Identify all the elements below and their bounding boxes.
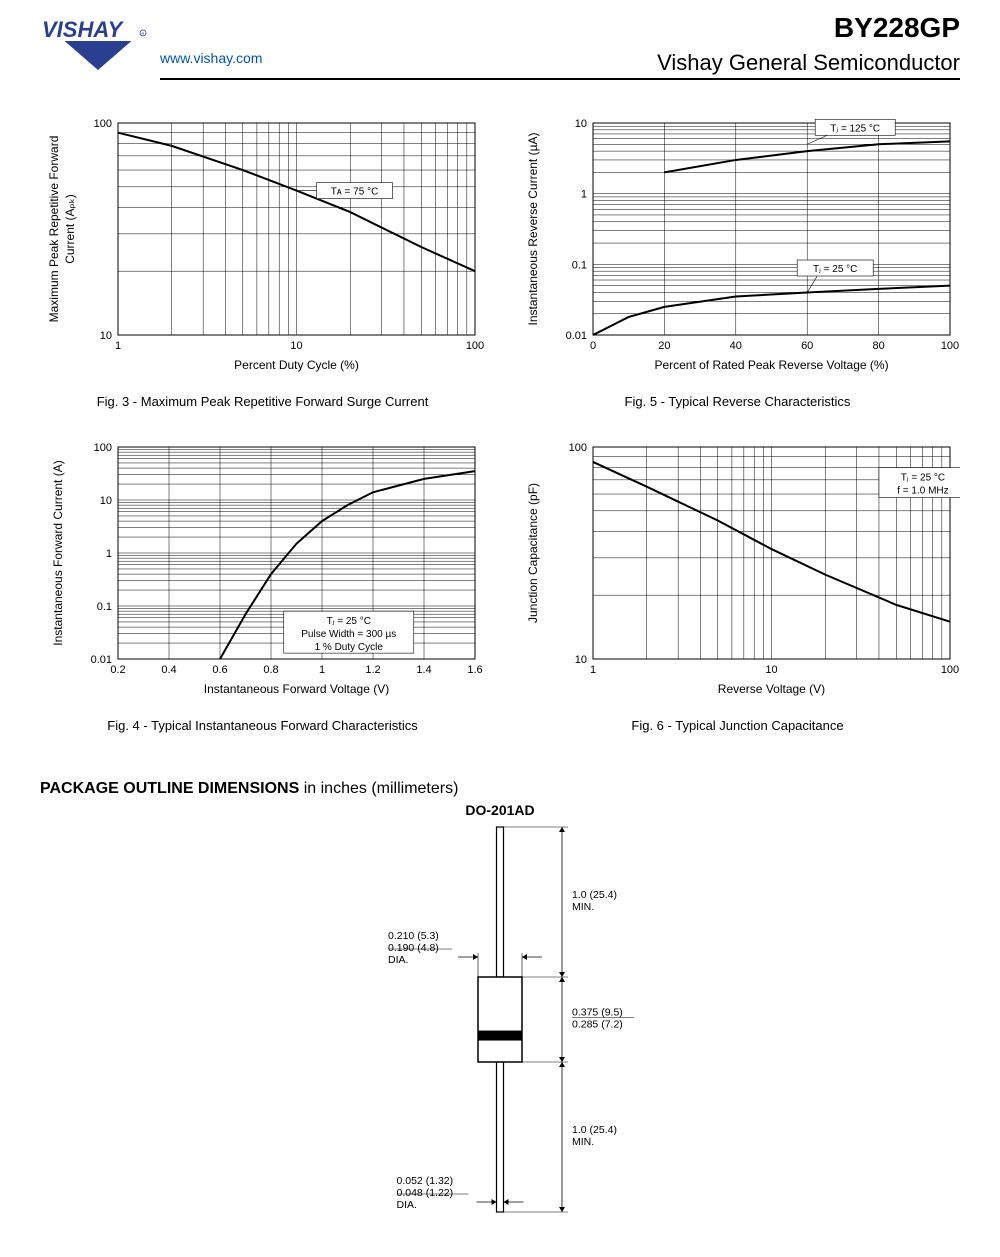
svg-text:DIA.: DIA. <box>397 1199 417 1211</box>
svg-text:100: 100 <box>941 664 959 676</box>
package-drawing: 1.0 (25.4)MIN.0.375 (9.5)0.285 (7.2)1.0 … <box>300 822 700 1252</box>
svg-text:Instantaneous Forward Voltage: Instantaneous Forward Voltage (V) <box>204 682 389 696</box>
svg-text:0.8: 0.8 <box>263 664 278 676</box>
package-outline: DO-201AD 1.0 (25.4)MIN.0.375 (9.5)0.285 … <box>300 802 700 1257</box>
package-section-title-bold: PACKAGE OUTLINE DIMENSIONS <box>40 780 299 797</box>
svg-text:Junction Capacitance (pF): Junction Capacitance (pF) <box>526 483 540 623</box>
fig3-chart: 11010010100Percent Duty Cycle (%)Maximum… <box>40 115 485 375</box>
svg-text:f = 1.0 MHz: f = 1.0 MHz <box>897 486 948 497</box>
svg-text:100: 100 <box>466 340 484 352</box>
svg-text:1.4: 1.4 <box>416 664 431 676</box>
svg-text:1: 1 <box>590 664 596 676</box>
svg-text:0.01: 0.01 <box>566 330 587 342</box>
svg-text:10: 10 <box>100 330 112 342</box>
svg-text:20: 20 <box>658 340 670 352</box>
svg-text:10: 10 <box>100 495 112 507</box>
svg-text:1.0 (25.4): 1.0 (25.4) <box>572 1124 617 1136</box>
page-header: VISHAY R www.vishay.com BY228GP Vishay G… <box>0 0 1000 110</box>
fig5-chart: 0 20 40 60 80 100 0.01 0.1 1 10 Percent of Rated P… <box>515 115 960 375</box>
package-name: DO-201AD <box>300 802 700 818</box>
svg-text:10: 10 <box>765 664 777 676</box>
vendor-url[interactable]: www.vishay.com <box>160 50 262 66</box>
svg-text:0.1: 0.1 <box>572 259 587 271</box>
svg-text:100: 100 <box>941 340 959 352</box>
svg-text:0.210 (5.3): 0.210 (5.3) <box>388 930 439 942</box>
svg-text:R: R <box>142 31 145 36</box>
svg-text:100: 100 <box>94 118 112 130</box>
vendor-subtitle: Vishay General Semiconductor <box>657 50 960 76</box>
fig5-caption: Fig. 5 - Typical Reverse Characteristics <box>515 394 960 409</box>
svg-text:0.190 (4.8): 0.190 (4.8) <box>388 942 439 954</box>
package-section-title: PACKAGE OUTLINE DIMENSIONS in inches (mi… <box>40 780 458 798</box>
fig5-cell: 0 20 40 60 80 100 0.01 0.1 1 10 Percent of Rated P… <box>515 115 960 409</box>
svg-text:1 % Duty Cycle: 1 % Duty Cycle <box>315 642 384 653</box>
svg-text:Percent of Rated Peak Reverse: Percent of Rated Peak Reverse Voltage (%… <box>654 358 888 372</box>
svg-text:0.375 (9.5): 0.375 (9.5) <box>572 1007 623 1019</box>
fig3-cell: 11010010100Percent Duty Cycle (%)Maximum… <box>40 115 485 409</box>
svg-text:60: 60 <box>801 340 813 352</box>
svg-text:100: 100 <box>569 442 587 454</box>
header-rule <box>160 78 960 80</box>
svg-text:Instantaneous Forward Current: Instantaneous Forward Current (A) <box>51 460 65 645</box>
svg-text:Tⱼ = 25 °C: Tⱼ = 25 °C <box>327 616 371 627</box>
svg-text:Pulse Width = 300 µs: Pulse Width = 300 µs <box>301 629 396 640</box>
svg-text:1.6: 1.6 <box>467 664 482 676</box>
svg-text:Tⱼ = 25 °C: Tⱼ = 25 °C <box>813 264 857 275</box>
svg-text:0.6: 0.6 <box>212 664 227 676</box>
svg-text:Tᴀ = 75 °C: Tᴀ = 75 °C <box>331 187 379 198</box>
svg-text:Tⱼ = 125 °C: Tⱼ = 125 °C <box>830 123 880 134</box>
svg-text:100: 100 <box>94 442 112 454</box>
svg-text:0.1: 0.1 <box>97 601 112 613</box>
svg-text:0.048 (1.22): 0.048 (1.22) <box>397 1187 454 1199</box>
svg-text:0.052 (1.32): 0.052 (1.32) <box>397 1175 454 1187</box>
fig4-cell: 0.2 0.4 0.6 0.8 1 1.2 1.4 1.6 0.01 0.1 1 10 100 Insta… <box>40 439 485 733</box>
fig4-chart: 0.2 0.4 0.6 0.8 1 1.2 1.4 1.6 0.01 0.1 1 10 100 Insta… <box>40 439 485 699</box>
svg-text:MIN.: MIN. <box>572 901 594 913</box>
svg-text:10: 10 <box>575 118 587 130</box>
svg-text:0.4: 0.4 <box>161 664 176 676</box>
fig3-caption: Fig. 3 - Maximum Peak Repetitive Forward… <box>40 394 485 409</box>
svg-text:1: 1 <box>581 189 587 201</box>
fig6-chart: 11010010100Reverse Voltage (V)Junction C… <box>515 439 960 699</box>
fig4-caption: Fig. 4 - Typical Instantaneous Forward C… <box>40 718 485 733</box>
part-number: BY228GP <box>834 12 960 44</box>
svg-text:Maximum Peak Repetitive Forwar: Maximum Peak Repetitive Forward <box>47 136 61 323</box>
svg-text:Reverse Voltage (V): Reverse Voltage (V) <box>718 682 825 696</box>
brand-text: VISHAY <box>42 17 125 42</box>
fig6-caption: Fig. 6 - Typical Junction Capacitance <box>515 718 960 733</box>
svg-text:0.2: 0.2 <box>110 664 125 676</box>
svg-text:1.2: 1.2 <box>365 664 380 676</box>
chart-grid: 11010010100Percent Duty Cycle (%)Maximum… <box>40 115 960 733</box>
svg-text:Instantaneous Reverse Current: Instantaneous Reverse Current (µA) <box>526 132 540 325</box>
svg-text:0.01: 0.01 <box>91 654 112 666</box>
svg-text:1: 1 <box>115 340 121 352</box>
svg-text:MIN.: MIN. <box>572 1136 594 1148</box>
svg-text:1: 1 <box>319 664 325 676</box>
svg-text:1.0 (25.4): 1.0 (25.4) <box>572 889 617 901</box>
svg-text:Percent Duty Cycle (%): Percent Duty Cycle (%) <box>234 358 359 372</box>
svg-text:Current (Aₚₖ): Current (Aₚₖ) <box>63 194 77 264</box>
svg-text:DIA.: DIA. <box>388 954 408 966</box>
brand-logo: VISHAY R <box>40 15 150 75</box>
svg-text:80: 80 <box>872 340 884 352</box>
svg-text:0: 0 <box>590 340 596 352</box>
svg-text:0.285 (7.2): 0.285 (7.2) <box>572 1019 623 1031</box>
svg-text:10: 10 <box>575 654 587 666</box>
svg-text:10: 10 <box>290 340 302 352</box>
fig6-cell: 11010010100Reverse Voltage (V)Junction C… <box>515 439 960 733</box>
svg-text:1: 1 <box>106 548 112 560</box>
package-section-title-rest: in inches (millimeters) <box>299 780 458 797</box>
svg-text:40: 40 <box>730 340 742 352</box>
svg-text:Tⱼ = 25 °C: Tⱼ = 25 °C <box>901 473 945 484</box>
